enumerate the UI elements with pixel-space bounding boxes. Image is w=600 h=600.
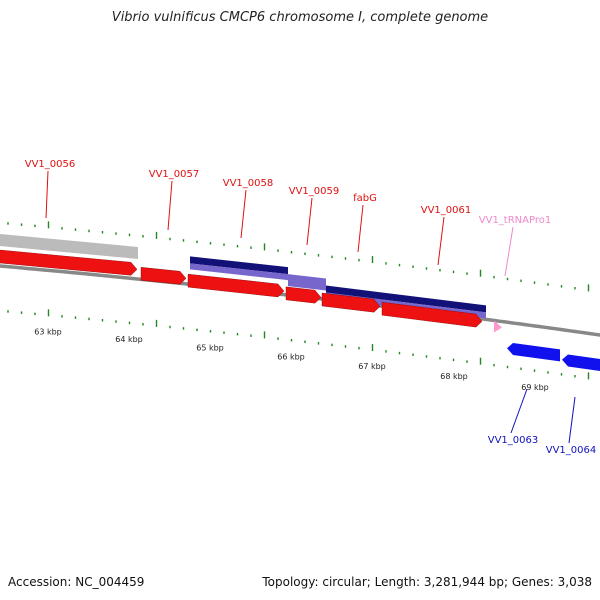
gene-leader-line: [306, 197, 313, 246]
inner-tick-marks: [7, 309, 590, 380]
gene-label: VV1_0056: [25, 159, 76, 170]
scale-labels: 63 kbp 64 kbp 65 kbp 66 kbp 67 kbp 68 kbp 69 k…: [34, 327, 549, 392]
gene-label: VV1_0064: [546, 445, 597, 456]
forward-cds-arrow: [285, 286, 322, 304]
grey-feature: [0, 234, 138, 260]
scale-tick-label: 68 kbp: [440, 372, 468, 381]
gene-label: VV1_tRNAPro1: [479, 215, 551, 226]
scale-tick-label: 63 kbp: [34, 327, 62, 336]
reverse-cds-arrow: [507, 342, 560, 362]
outer-tick-marks: [7, 221, 590, 292]
gene-label: VV1_0059: [289, 186, 340, 197]
gene-label: fabG: [353, 193, 377, 204]
feature-tracks: [0, 234, 600, 372]
gene-leader-line: [240, 189, 247, 239]
gene-leader-line: [437, 216, 445, 266]
map-title: Vibrio vulnificus CMCP6 chromosome I, co…: [111, 10, 489, 25]
gene-leader-line: [357, 204, 364, 253]
reverse-cds-arrow: [562, 354, 600, 372]
light-blue-feature: [288, 274, 326, 291]
gene-leader-line: [167, 180, 173, 231]
genome-summary-text: Topology: circular; Length: 3,281,944 bp…: [262, 575, 592, 589]
light-blue-feature: [190, 263, 288, 281]
forward-cds-arrow: [381, 301, 483, 328]
forward-cds-arrow: [187, 273, 285, 298]
gene-label: VV1_0058: [223, 178, 274, 189]
scale-tick-label: 64 kbp: [115, 335, 143, 344]
dark-blue-feature: [326, 285, 486, 313]
scale-tick-label: 65 kbp: [196, 343, 224, 352]
trna-marker: [494, 320, 502, 333]
gene-leader-line: [45, 170, 49, 219]
forward-cds-arrow: [321, 292, 381, 313]
forward-cds-arrow: [0, 249, 138, 276]
gene-label: VV1_0063: [488, 435, 539, 446]
gene-leader-line: [568, 396, 576, 444]
scale-tick-label: 67 kbp: [358, 362, 386, 371]
forward-cds-arrow: [140, 267, 187, 285]
accession-text: Accession: NC_004459: [8, 575, 145, 589]
gene-label: VV1_0061: [421, 205, 472, 216]
scale-tick-label: 66 kbp: [277, 352, 305, 361]
gene-labels: VV1_0056 VV1_0057 VV1_0058 VV1_0059 fabG VV1_…: [25, 159, 597, 456]
gene-leader-line: [510, 388, 528, 434]
gene-label: VV1_0057: [149, 169, 200, 180]
scale-tick-label: 69 kbp: [521, 383, 549, 392]
gene-leader-line: [504, 226, 514, 277]
dark-blue-feature: [190, 256, 288, 275]
